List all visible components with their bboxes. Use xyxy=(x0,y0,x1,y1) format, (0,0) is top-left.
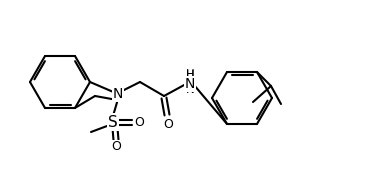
Text: O: O xyxy=(163,117,173,131)
Text: O: O xyxy=(111,140,121,154)
Text: N: N xyxy=(113,87,123,101)
Text: H: H xyxy=(186,70,194,80)
Text: S: S xyxy=(108,114,118,130)
Text: O: O xyxy=(134,116,144,128)
Text: N: N xyxy=(185,77,195,91)
Text: H
N: H N xyxy=(186,68,194,96)
